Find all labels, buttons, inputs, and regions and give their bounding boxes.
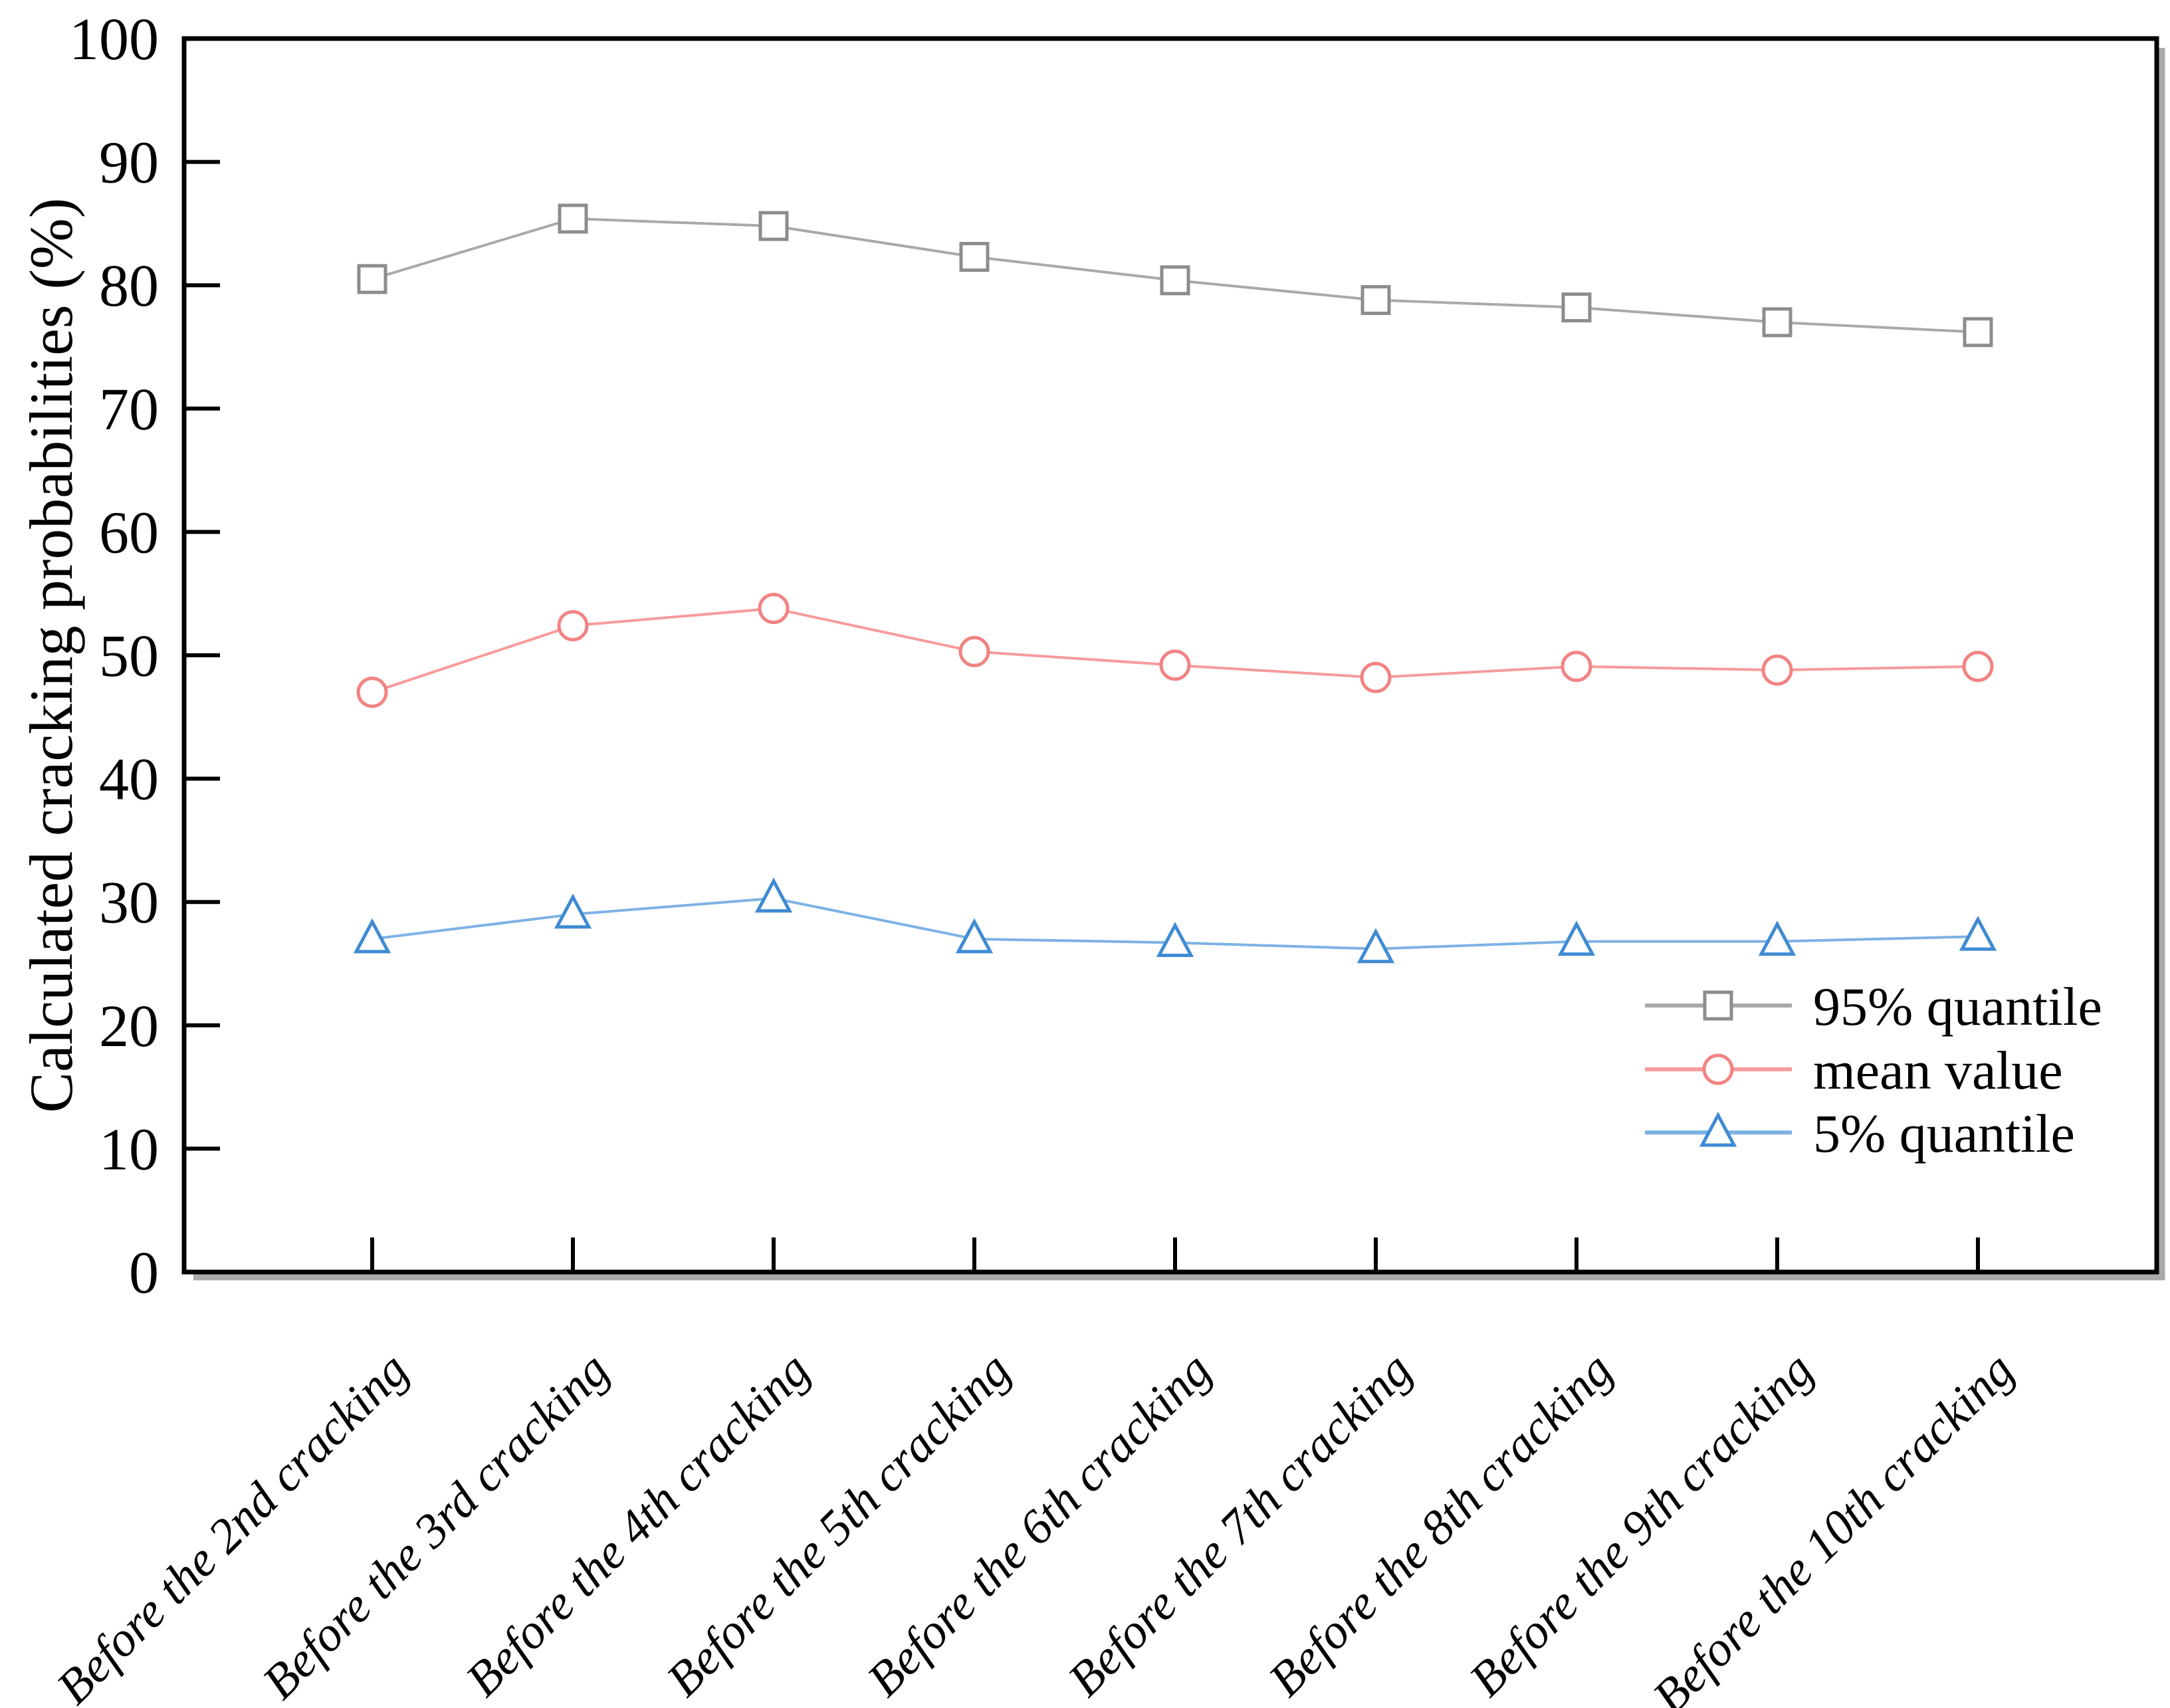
circle-marker (958, 635, 990, 667)
legend-label: 95% quantile (1813, 976, 2102, 1037)
square-marker (959, 242, 990, 272)
legend-label: 5% quantile (1813, 1103, 2075, 1164)
triangle-marker (955, 918, 994, 954)
y-tick-label: 80 (99, 253, 159, 319)
y-tick-label: 0 (129, 1240, 159, 1306)
square-marker (1963, 317, 1993, 348)
circle-marker (356, 677, 388, 708)
x-category-label: Before the 3rd cracking (253, 1342, 620, 1708)
square-marker (1561, 292, 1592, 323)
legend-label: mean value (1813, 1040, 2063, 1101)
y-tick-label: 40 (99, 747, 159, 813)
plot-frame (181, 36, 2159, 1275)
y-tick-label: 100 (69, 7, 159, 72)
triangle-marker (754, 877, 793, 913)
y-tick-label: 60 (99, 500, 159, 566)
x-category-label: Before the 8th cracking (1258, 1342, 1623, 1707)
y-tick-label: 90 (99, 130, 159, 196)
y-tick-label: 30 (99, 870, 159, 936)
legend-triangle-marker (1699, 1111, 1737, 1147)
circle-marker (758, 592, 790, 624)
x-category-label: Before the 4th cracking (455, 1342, 820, 1707)
square-marker (1160, 265, 1190, 296)
square-marker (357, 264, 387, 294)
triangle-marker (1356, 928, 1395, 964)
y-tick-label: 10 (99, 1117, 159, 1182)
square-marker (758, 211, 789, 241)
triangle-marker (1557, 920, 1596, 956)
y-tick-label: 50 (99, 623, 159, 689)
circle-marker (1159, 649, 1191, 681)
circle-marker (557, 609, 589, 641)
circle-marker (1761, 654, 1793, 686)
x-category-label: Before the 7th cracking (1057, 1342, 1422, 1707)
x-category-label: Before the 2nd cracking (47, 1342, 419, 1708)
x-category-label: Before the 6th cracking (857, 1342, 1222, 1707)
circle-marker (1962, 651, 1994, 683)
square-marker (558, 203, 588, 234)
triangle-marker (353, 918, 391, 954)
x-category-label: Before the 9th cracking (1459, 1342, 1824, 1707)
square-marker (1360, 284, 1391, 315)
square-marker (1762, 307, 1792, 338)
circle-marker (1561, 651, 1592, 683)
y-axis-title: Calculated cracking probabilities (%) (17, 198, 85, 1113)
legend-circle-marker (1702, 1053, 1734, 1085)
x-category-label: Before the 10th cracking (1642, 1342, 2024, 1708)
triangle-marker (1156, 922, 1194, 957)
legend-square-marker (1703, 990, 1733, 1021)
y-tick-label: 20 (99, 994, 159, 1059)
circle-marker (1360, 661, 1392, 693)
triangle-marker (1758, 920, 1796, 956)
triangle-marker (1959, 915, 1997, 951)
x-category-label: Before the 5th cracking (656, 1342, 1021, 1707)
triangle-marker (554, 893, 592, 929)
y-tick-label: 70 (99, 377, 159, 443)
